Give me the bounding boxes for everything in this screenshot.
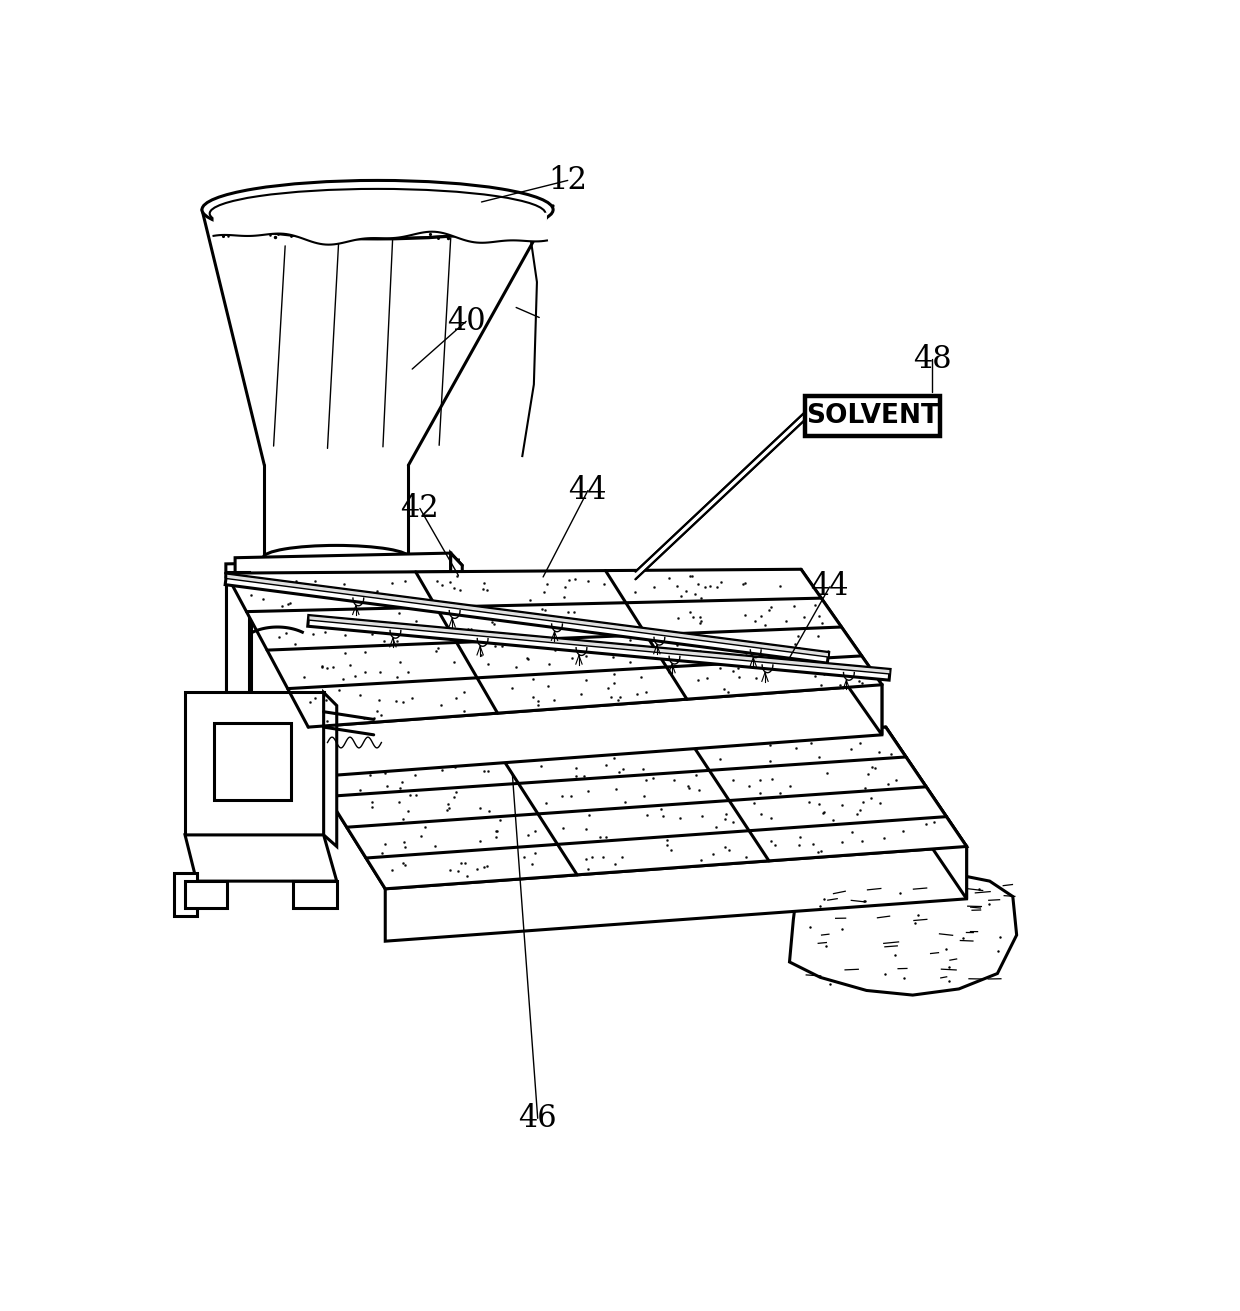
Polygon shape (264, 465, 408, 557)
Polygon shape (213, 212, 547, 245)
Polygon shape (558, 831, 769, 874)
Polygon shape (324, 692, 337, 847)
Polygon shape (477, 667, 687, 713)
Polygon shape (805, 396, 940, 437)
Polygon shape (709, 756, 926, 801)
Polygon shape (308, 615, 890, 680)
Polygon shape (498, 741, 709, 784)
Text: 12: 12 (548, 165, 588, 195)
Polygon shape (226, 572, 436, 612)
Polygon shape (226, 560, 459, 577)
Polygon shape (790, 872, 1017, 995)
Polygon shape (202, 206, 553, 465)
Polygon shape (293, 881, 337, 909)
Polygon shape (801, 569, 882, 735)
Polygon shape (309, 728, 967, 889)
Polygon shape (436, 603, 646, 642)
Polygon shape (635, 412, 805, 579)
Polygon shape (226, 569, 882, 728)
Text: 40: 40 (446, 305, 485, 337)
Polygon shape (626, 598, 842, 635)
Polygon shape (386, 847, 967, 941)
Polygon shape (689, 728, 906, 771)
Polygon shape (288, 678, 497, 728)
Polygon shape (347, 814, 558, 857)
Polygon shape (729, 787, 946, 831)
Ellipse shape (202, 181, 553, 239)
Polygon shape (415, 570, 626, 607)
Polygon shape (366, 844, 577, 889)
Polygon shape (213, 724, 290, 800)
Polygon shape (309, 615, 890, 674)
Ellipse shape (263, 545, 409, 570)
Polygon shape (885, 728, 967, 899)
Polygon shape (247, 607, 456, 650)
Polygon shape (749, 817, 967, 861)
Polygon shape (226, 573, 250, 692)
Polygon shape (327, 784, 538, 827)
Text: 42: 42 (401, 493, 439, 524)
Polygon shape (174, 873, 197, 916)
Text: 44: 44 (568, 475, 608, 506)
Polygon shape (236, 553, 450, 577)
Text: 48: 48 (913, 343, 951, 375)
Polygon shape (185, 881, 227, 909)
Text: 44: 44 (810, 572, 849, 603)
Polygon shape (185, 692, 324, 835)
Polygon shape (226, 572, 249, 692)
Polygon shape (267, 642, 477, 688)
Polygon shape (518, 771, 729, 814)
Text: SOLVENT: SOLVENT (806, 402, 939, 429)
Polygon shape (185, 835, 337, 881)
Polygon shape (456, 635, 667, 678)
Polygon shape (226, 574, 828, 663)
Polygon shape (309, 753, 518, 796)
Polygon shape (646, 627, 862, 667)
Polygon shape (605, 569, 821, 603)
Text: 46: 46 (518, 1103, 557, 1134)
Polygon shape (538, 801, 749, 844)
Polygon shape (309, 684, 882, 777)
Polygon shape (450, 553, 463, 583)
Polygon shape (227, 574, 828, 657)
Polygon shape (667, 656, 882, 699)
